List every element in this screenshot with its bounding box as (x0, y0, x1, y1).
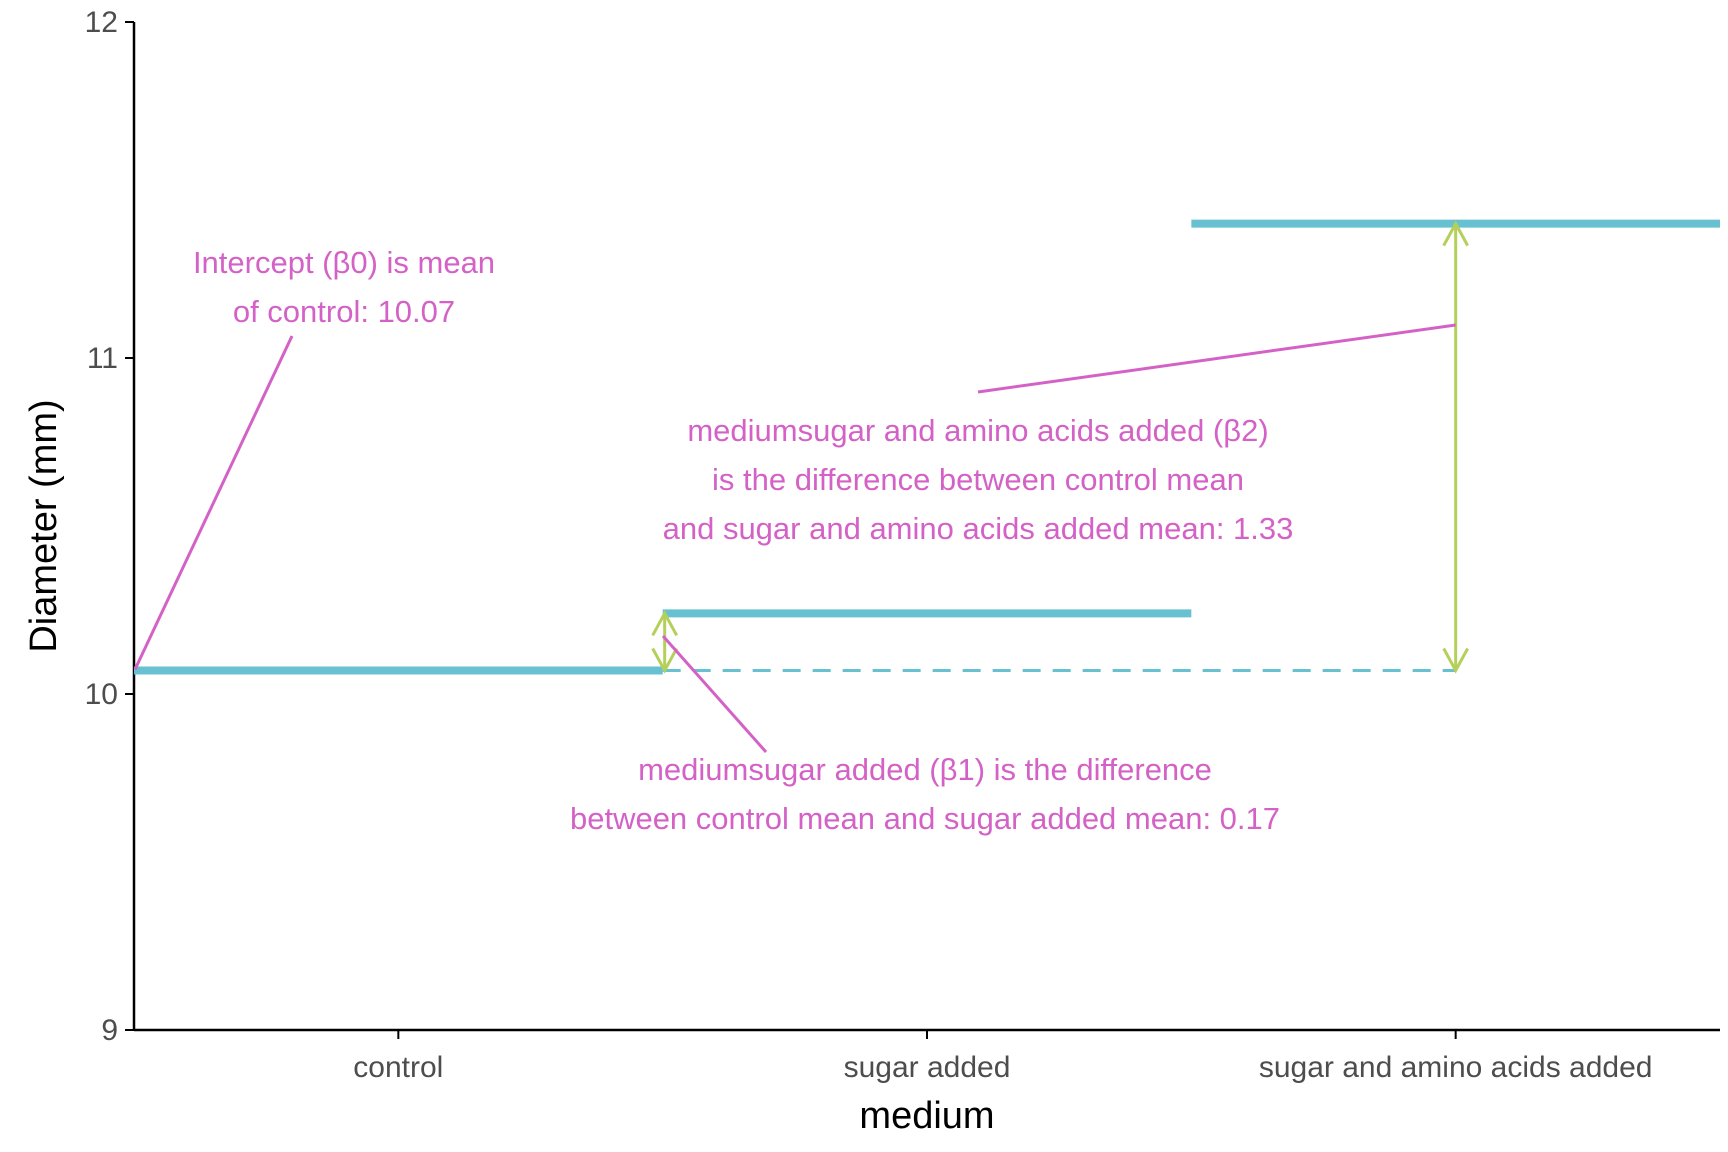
x-axis-title: medium (859, 1095, 994, 1137)
beta1-leader-line (661, 635, 768, 753)
y-tick-label: 12 (85, 6, 118, 39)
y-axis-title: Diameter (mm) (23, 399, 65, 652)
beta1-difference-arrow-head-bottom (651, 647, 678, 674)
y-tick-label: 11 (87, 342, 118, 375)
beta1-annotation-line: mediumsugar added (β1) is the difference (638, 752, 1212, 787)
y-tick-label: 9 (101, 1014, 118, 1047)
beta2-annotation-line: mediumsugar and amino acids added (β2) (687, 413, 1268, 448)
beta2-leader-line (977, 323, 1456, 394)
intercept-leader-line (133, 335, 294, 671)
x-tick-label: sugar added (844, 1051, 1011, 1084)
x-tick-label: sugar and amino acids added (1259, 1051, 1653, 1084)
beta2-annotation-line: and sugar and amino acids added mean: 1.… (663, 511, 1294, 546)
beta2-difference-arrow-head-bottom (1442, 647, 1469, 674)
intercept-annotation-line: of control: 10.07 (233, 294, 455, 329)
beta1-annotation-line: between control mean and sugar added mea… (570, 801, 1280, 836)
intercept-annotation-line: Intercept (β0) is mean (193, 245, 495, 280)
beta2-difference-arrow-head-top (1442, 220, 1469, 247)
beta1-difference-arrow-head-top (651, 610, 678, 637)
x-tick-label: control (353, 1051, 443, 1084)
y-tick-label: 10 (85, 678, 118, 711)
beta2-annotation-line: is the difference between control mean (712, 462, 1244, 497)
